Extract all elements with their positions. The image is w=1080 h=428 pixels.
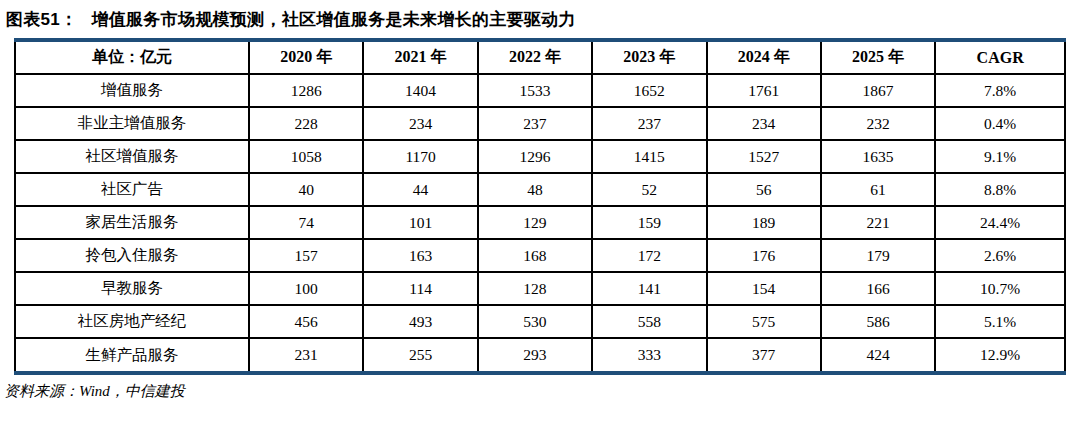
source-note: 资料来源：Wind，中信建投	[4, 382, 1080, 401]
value-cell: 1533	[478, 74, 592, 107]
value-cell: 237	[478, 107, 592, 140]
value-cell: 493	[363, 305, 477, 338]
value-cell: 1404	[363, 74, 477, 107]
report-figure-page: 图表51：增值服务市场规模预测，社区增值服务是未来增长的主要驱动力 单位：亿元2…	[0, 0, 1080, 401]
value-cell: 61	[821, 173, 935, 206]
cagr-value-cell: 12.9%	[935, 338, 1065, 371]
cagr-value-cell: 8.8%	[935, 173, 1065, 206]
header-column: 2021 年	[363, 42, 477, 74]
table-row: 增值服务1286140415331652176118677.8%	[15, 74, 1065, 107]
value-cell: 1635	[821, 140, 935, 173]
value-cell: 168	[478, 239, 592, 272]
value-cell: 1527	[707, 140, 821, 173]
value-cell: 40	[249, 173, 363, 206]
value-cell: 377	[707, 338, 821, 371]
row-label: 增值服务	[15, 74, 249, 107]
table-row: 社区增值服务1058117012961415152716359.1%	[15, 140, 1065, 173]
header-column: CAGR	[935, 42, 1065, 74]
row-label: 社区广告	[15, 173, 249, 206]
value-cell: 237	[592, 107, 706, 140]
table-row: 家居生活服务7410112915918922124.4%	[15, 206, 1065, 239]
table-row: 生鲜产品服务23125529333337742412.9%	[15, 338, 1065, 371]
value-cell: 101	[363, 206, 477, 239]
table-row: 非业主增值服务2282342372372342320.4%	[15, 107, 1065, 140]
row-label: 社区增值服务	[15, 140, 249, 173]
value-cell: 575	[707, 305, 821, 338]
value-cell: 56	[707, 173, 821, 206]
value-cell: 128	[478, 272, 592, 305]
value-cell: 100	[249, 272, 363, 305]
header-column: 2024 年	[707, 42, 821, 74]
header-column: 2023 年	[592, 42, 706, 74]
table-header-row: 单位：亿元2020 年2021 年2022 年2023 年2024 年2025 …	[15, 42, 1065, 74]
value-cell: 231	[249, 338, 363, 371]
value-cell: 176	[707, 239, 821, 272]
row-label: 社区房地产经纪	[15, 305, 249, 338]
value-cell: 129	[478, 206, 592, 239]
value-cell: 52	[592, 173, 706, 206]
value-cell: 44	[363, 173, 477, 206]
value-cell: 114	[363, 272, 477, 305]
value-cell: 1867	[821, 74, 935, 107]
value-cell: 179	[821, 239, 935, 272]
table-row: 早教服务10011412814115416610.7%	[15, 272, 1065, 305]
row-label: 家居生活服务	[15, 206, 249, 239]
forecast-table-container: 单位：亿元2020 年2021 年2022 年2023 年2024 年2025 …	[14, 38, 1066, 375]
cagr-value-cell: 7.8%	[935, 74, 1065, 107]
cagr-value-cell: 5.1%	[935, 305, 1065, 338]
value-cell: 141	[592, 272, 706, 305]
value-cell: 333	[592, 338, 706, 371]
value-cell: 1296	[478, 140, 592, 173]
cagr-value-cell: 9.1%	[935, 140, 1065, 173]
row-label: 生鲜产品服务	[15, 338, 249, 371]
cagr-value-cell: 2.6%	[935, 239, 1065, 272]
value-cell: 48	[478, 173, 592, 206]
value-cell: 154	[707, 272, 821, 305]
value-cell: 586	[821, 305, 935, 338]
value-cell: 159	[592, 206, 706, 239]
figure-caption: 增值服务市场规模预测，社区增值服务是未来增长的主要驱动力	[91, 10, 575, 29]
value-cell: 424	[821, 338, 935, 371]
value-cell: 1415	[592, 140, 706, 173]
value-cell: 255	[363, 338, 477, 371]
value-cell: 163	[363, 239, 477, 272]
header-column: 2022 年	[478, 42, 592, 74]
value-cell: 74	[249, 206, 363, 239]
figure-number-label: 图表51：	[6, 10, 77, 29]
value-cell: 234	[363, 107, 477, 140]
value-cell: 166	[821, 272, 935, 305]
cagr-value-cell: 24.4%	[935, 206, 1065, 239]
cagr-value-cell: 0.4%	[935, 107, 1065, 140]
header-column: 2020 年	[249, 42, 363, 74]
value-cell: 1761	[707, 74, 821, 107]
header-unit-label: 单位：亿元	[15, 42, 249, 74]
table-row: 社区广告4044485256618.8%	[15, 173, 1065, 206]
value-cell: 232	[821, 107, 935, 140]
table-row: 社区房地产经纪4564935305585755865.1%	[15, 305, 1065, 338]
header-column: 2025 年	[821, 42, 935, 74]
figure-title: 图表51： 增值服务市场规模预测，社区增值服务是未来增长的主要驱动力	[0, 0, 1080, 31]
value-cell: 293	[478, 338, 592, 371]
value-cell: 1170	[363, 140, 477, 173]
value-cell: 228	[249, 107, 363, 140]
value-cell: 221	[821, 206, 935, 239]
row-label: 非业主增值服务	[15, 107, 249, 140]
value-cell: 189	[707, 206, 821, 239]
value-cell: 172	[592, 239, 706, 272]
row-label: 拎包入住服务	[15, 239, 249, 272]
value-added-services-forecast-table: 单位：亿元2020 年2021 年2022 年2023 年2024 年2025 …	[14, 42, 1066, 371]
value-cell: 1286	[249, 74, 363, 107]
value-cell: 234	[707, 107, 821, 140]
table-row: 拎包入住服务1571631681721761792.6%	[15, 239, 1065, 272]
value-cell: 456	[249, 305, 363, 338]
cagr-value-cell: 10.7%	[935, 272, 1065, 305]
value-cell: 558	[592, 305, 706, 338]
value-cell: 530	[478, 305, 592, 338]
value-cell: 157	[249, 239, 363, 272]
value-cell: 1058	[249, 140, 363, 173]
row-label: 早教服务	[15, 272, 249, 305]
value-cell: 1652	[592, 74, 706, 107]
